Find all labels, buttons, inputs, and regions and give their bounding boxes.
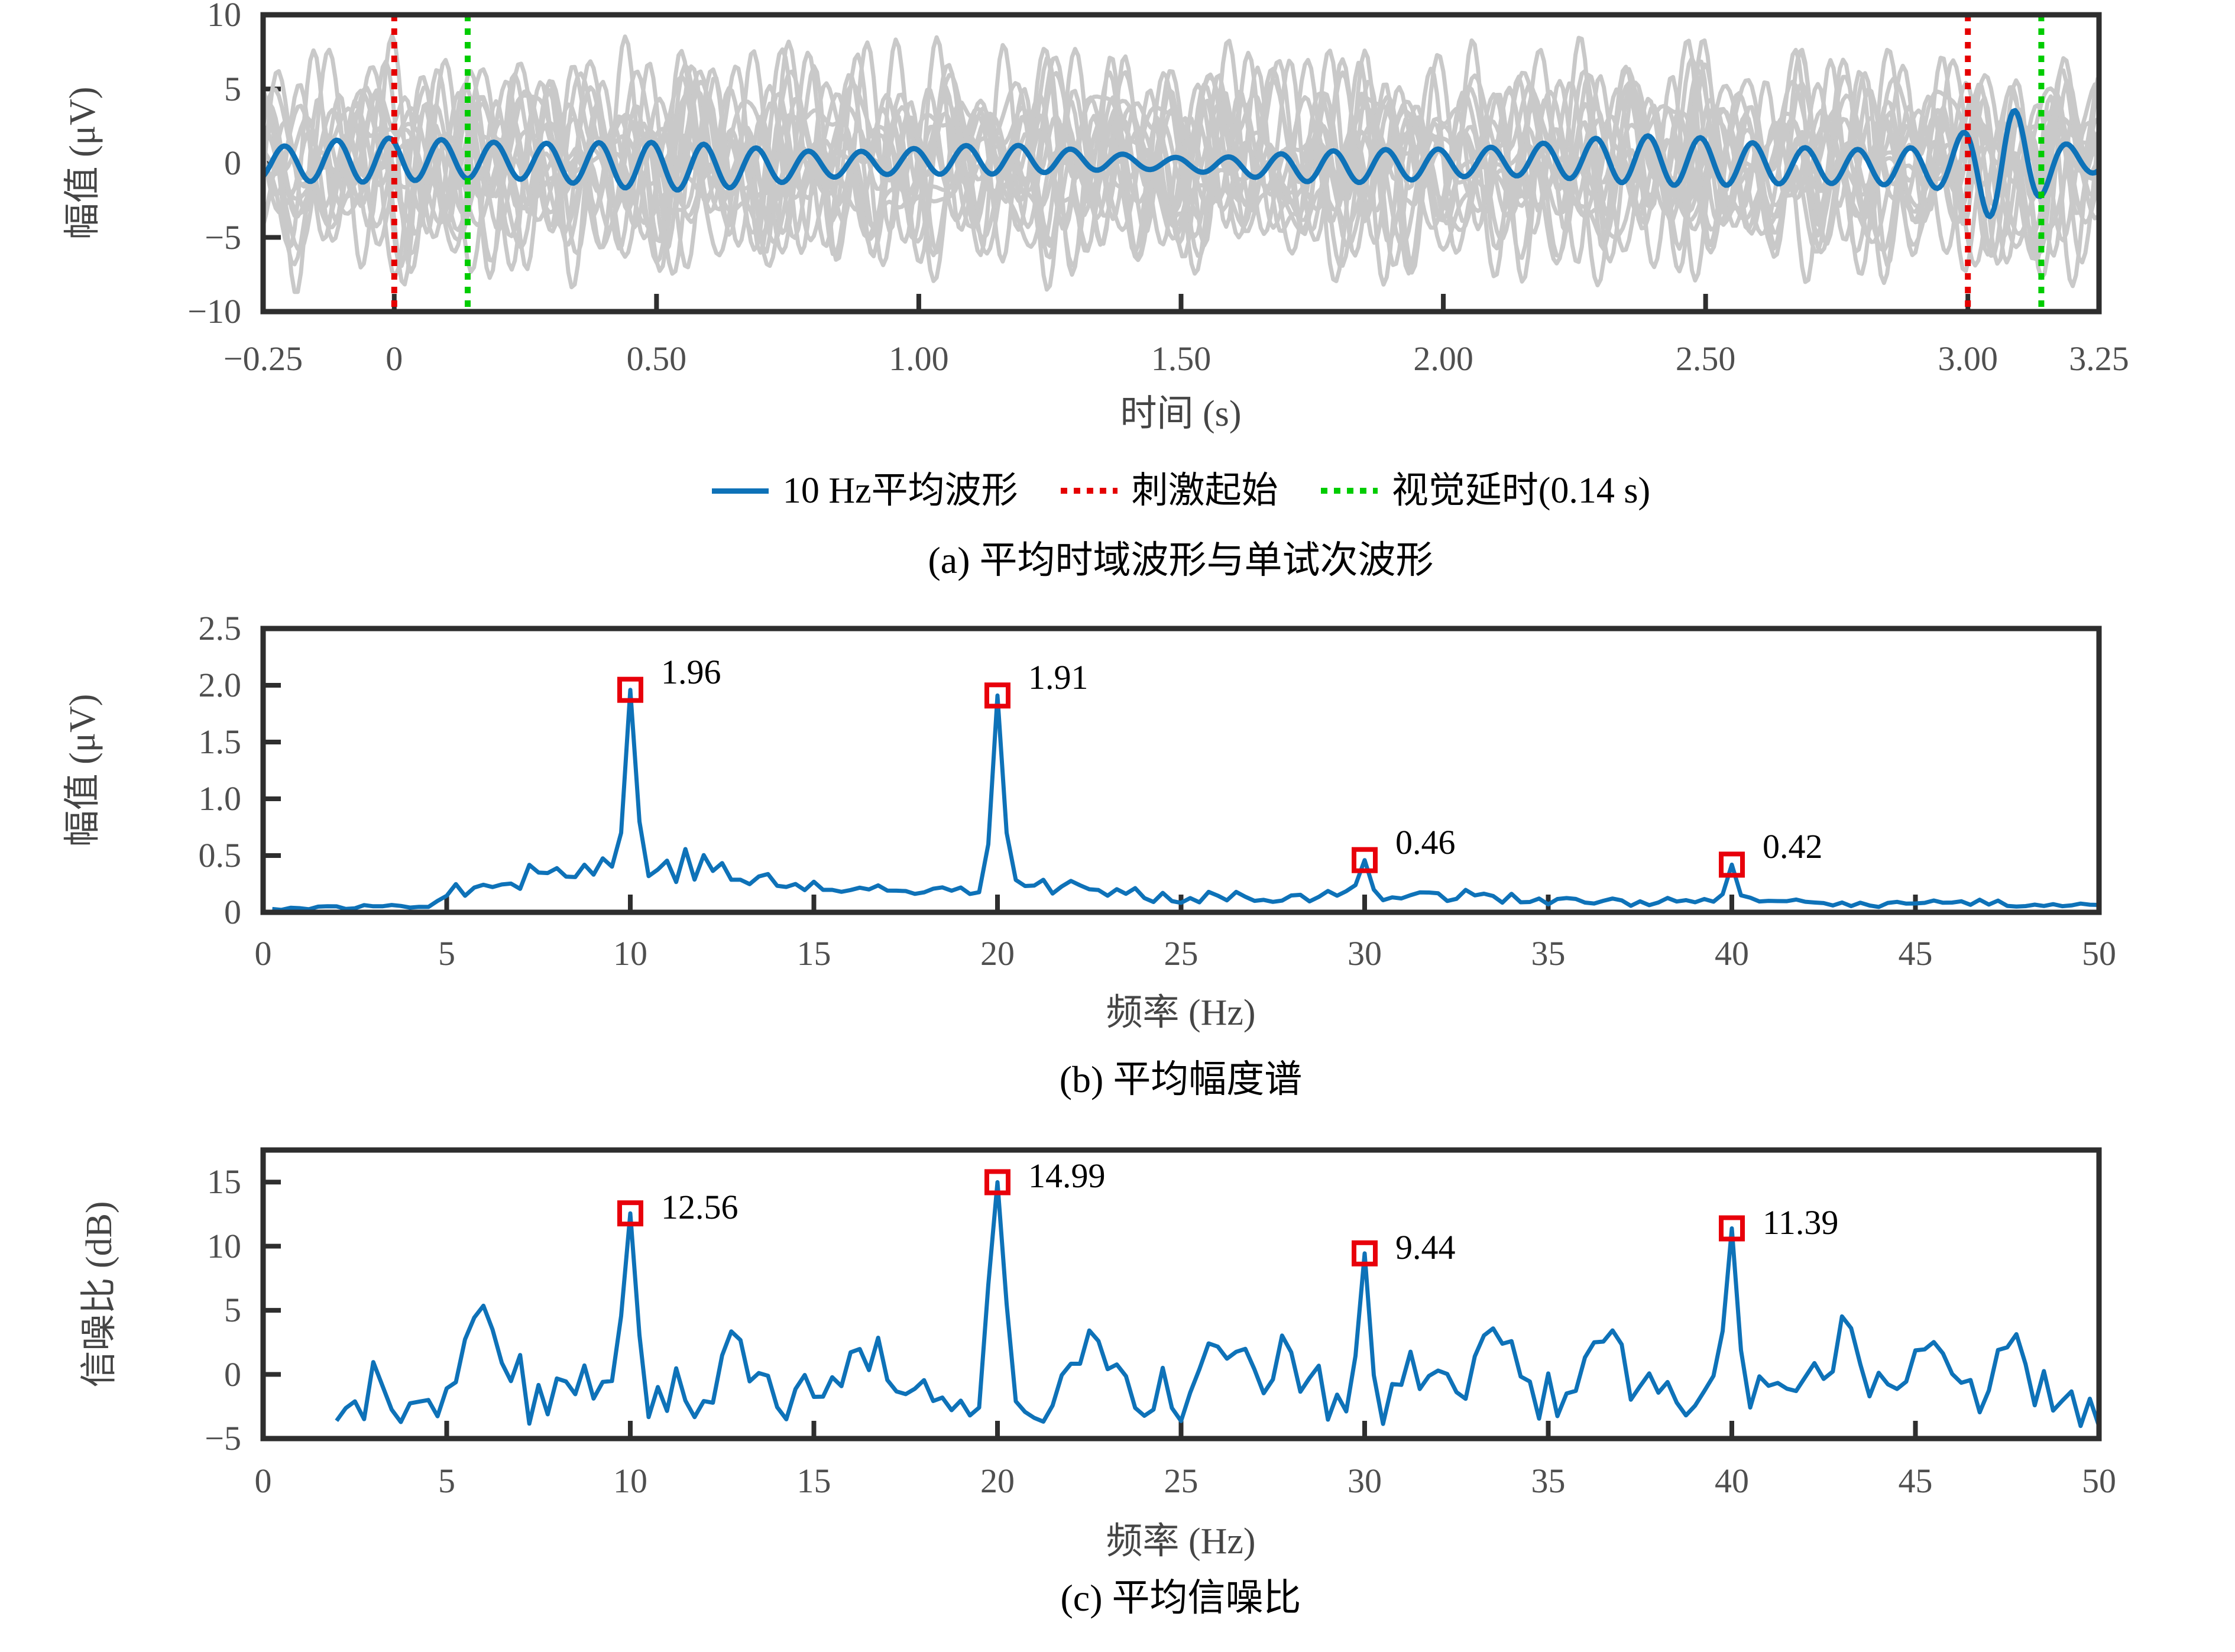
- x-tick-label: 45: [1898, 934, 1933, 973]
- peak-value-label: 1.91: [1028, 658, 1089, 697]
- y-tick-label: 0: [224, 144, 241, 182]
- time-domain-series: [263, 33, 2099, 294]
- x-tick-label: 15: [796, 934, 831, 973]
- legend-item-visual-latency: 视觉延时(0.14 s): [1320, 471, 1651, 511]
- subplot-b-caption: (b) 平均幅度谱: [1059, 1058, 1303, 1100]
- snr-plot-border: [260, 1147, 2102, 1442]
- single-trial-waveform-path: [263, 35, 2098, 294]
- peak-marker-icon: [1352, 1240, 1378, 1266]
- peak-value-label: 9.44: [1395, 1227, 1456, 1266]
- x-tick-label: 20: [980, 934, 1015, 973]
- x-tick-label: 5: [438, 1462, 455, 1500]
- peak-marker-icon: [984, 1169, 1010, 1196]
- x-tick-label: 2.00: [1413, 339, 1473, 378]
- x-tick-label: 40: [1715, 1462, 1749, 1500]
- peak-marker-icon: [1719, 1215, 1745, 1242]
- x-tick-label: 20: [980, 1462, 1015, 1500]
- peak-value-label: 14.99: [1028, 1157, 1106, 1196]
- legend-label: 刺激起始: [1131, 471, 1278, 511]
- x-tick-label: 15: [796, 1462, 831, 1500]
- x-tick-label: 5: [438, 934, 455, 973]
- legend-label: 10 Hz平均波形: [782, 471, 1018, 511]
- y-tick-label: 2.0: [198, 666, 242, 704]
- y-tick-label: 1.5: [198, 723, 242, 761]
- peak-value-label: 0.46: [1395, 822, 1456, 861]
- peak-marker-icon: [617, 1200, 643, 1227]
- x-tick-label: 3.25: [2069, 339, 2129, 378]
- legend-item-average-waveform: 10 Hz平均波形: [711, 471, 1018, 511]
- peak-value-label: 1.96: [661, 652, 721, 691]
- peak-value-label: 12.56: [661, 1188, 738, 1227]
- y-tick-label: −5: [205, 218, 241, 257]
- y-tick-label: 5: [224, 69, 241, 108]
- y-tick-label: 2.5: [198, 609, 242, 647]
- subplot-c-caption: (c) 平均信噪比: [1060, 1577, 1301, 1619]
- y-tick-label: 5: [224, 1291, 241, 1330]
- x-tick-label: 35: [1531, 1462, 1566, 1500]
- legend-item-stimulus-onset: 刺激起始: [1060, 471, 1278, 511]
- x-tick-label: 50: [2082, 1462, 2116, 1500]
- x-tick-label: 50: [2082, 934, 2116, 973]
- x-tick-label: 0: [386, 339, 403, 378]
- x-tick-label: −0.25: [223, 339, 303, 378]
- legend-label: 视觉延时(0.14 s): [1391, 471, 1651, 511]
- x-tick-label: 30: [1348, 1462, 1382, 1500]
- average-waveform-path: [263, 108, 2099, 219]
- x-tick-label: 3.00: [1938, 339, 1998, 378]
- y-tick-label: 0: [224, 1355, 241, 1394]
- single-trial-waveform-path: [263, 65, 2099, 268]
- x-tick-label: 1.00: [889, 339, 949, 378]
- legend-line-solid-blue-icon: [711, 488, 769, 494]
- subplot-c-ylabel: 信噪比 (dB): [79, 1201, 119, 1388]
- amplitude_spectrum-plot-border: [260, 626, 2102, 915]
- snr-spectrum-path: [335, 1180, 2099, 1429]
- peak-value-label: 0.42: [1763, 827, 1823, 866]
- time_domain-plot-border: [260, 12, 2102, 315]
- x-tick-label: 30: [1348, 934, 1382, 973]
- x-tick-label: 10: [613, 934, 647, 973]
- x-tick-label: 0: [254, 934, 272, 973]
- x-tick-label: 10: [613, 1462, 647, 1500]
- x-tick-label: 25: [1164, 1462, 1199, 1500]
- subplot-b-ylabel: 幅值 (μV): [63, 694, 103, 847]
- single-trial-waveform-path: [263, 70, 2098, 252]
- y-tick-label: 1.0: [198, 779, 242, 818]
- peak-marker-icon: [984, 682, 1010, 709]
- x-tick-label: 0.50: [626, 339, 687, 378]
- y-tick-label: 0.5: [198, 836, 242, 874]
- y-tick-label: 0: [224, 893, 241, 931]
- y-tick-label: −10: [187, 292, 241, 331]
- legend: 10 Hz平均波形 刺激起始 视觉延时(0.14 s): [263, 467, 2099, 514]
- x-tick-label: 2.50: [1675, 339, 1736, 378]
- single-trial-waveform-path: [263, 47, 2099, 280]
- legend-line-dotted-red-icon: [1060, 488, 1118, 494]
- amplitude-spectrum-path: [272, 688, 2099, 912]
- y-tick-label: 10: [207, 1226, 241, 1265]
- y-tick-label: −5: [205, 1419, 241, 1457]
- y-tick-label: 10: [207, 0, 241, 34]
- x-tick-label: 35: [1531, 934, 1566, 973]
- x-tick-label: 25: [1164, 934, 1199, 973]
- legend-line-dotted-green-icon: [1320, 488, 1378, 494]
- peak-marker-icon: [1719, 851, 1745, 878]
- subplot-a-caption: (a) 平均时域波形与单试次波形: [928, 539, 1434, 581]
- amplitude_spectrum-frame: [261, 626, 2101, 915]
- peak-marker-icon: [1352, 847, 1378, 873]
- peak-marker-icon: [617, 676, 643, 703]
- x-tick-label: 45: [1898, 1462, 1933, 1500]
- subplot-c-xlabel: 频率 (Hz): [1106, 1521, 1256, 1562]
- x-tick-label: 0: [254, 1462, 272, 1500]
- x-tick-label: 1.50: [1151, 339, 1212, 378]
- y-tick-label: 15: [207, 1162, 241, 1201]
- subplot-a-ylabel: 幅值 (μV): [63, 86, 103, 240]
- subplot-b-xlabel: 频率 (Hz): [1106, 993, 1256, 1033]
- peak-value-label: 11.39: [1763, 1203, 1839, 1242]
- x-tick-label: 40: [1715, 934, 1749, 973]
- subplot-a-xlabel: 时间 (s): [1120, 394, 1242, 434]
